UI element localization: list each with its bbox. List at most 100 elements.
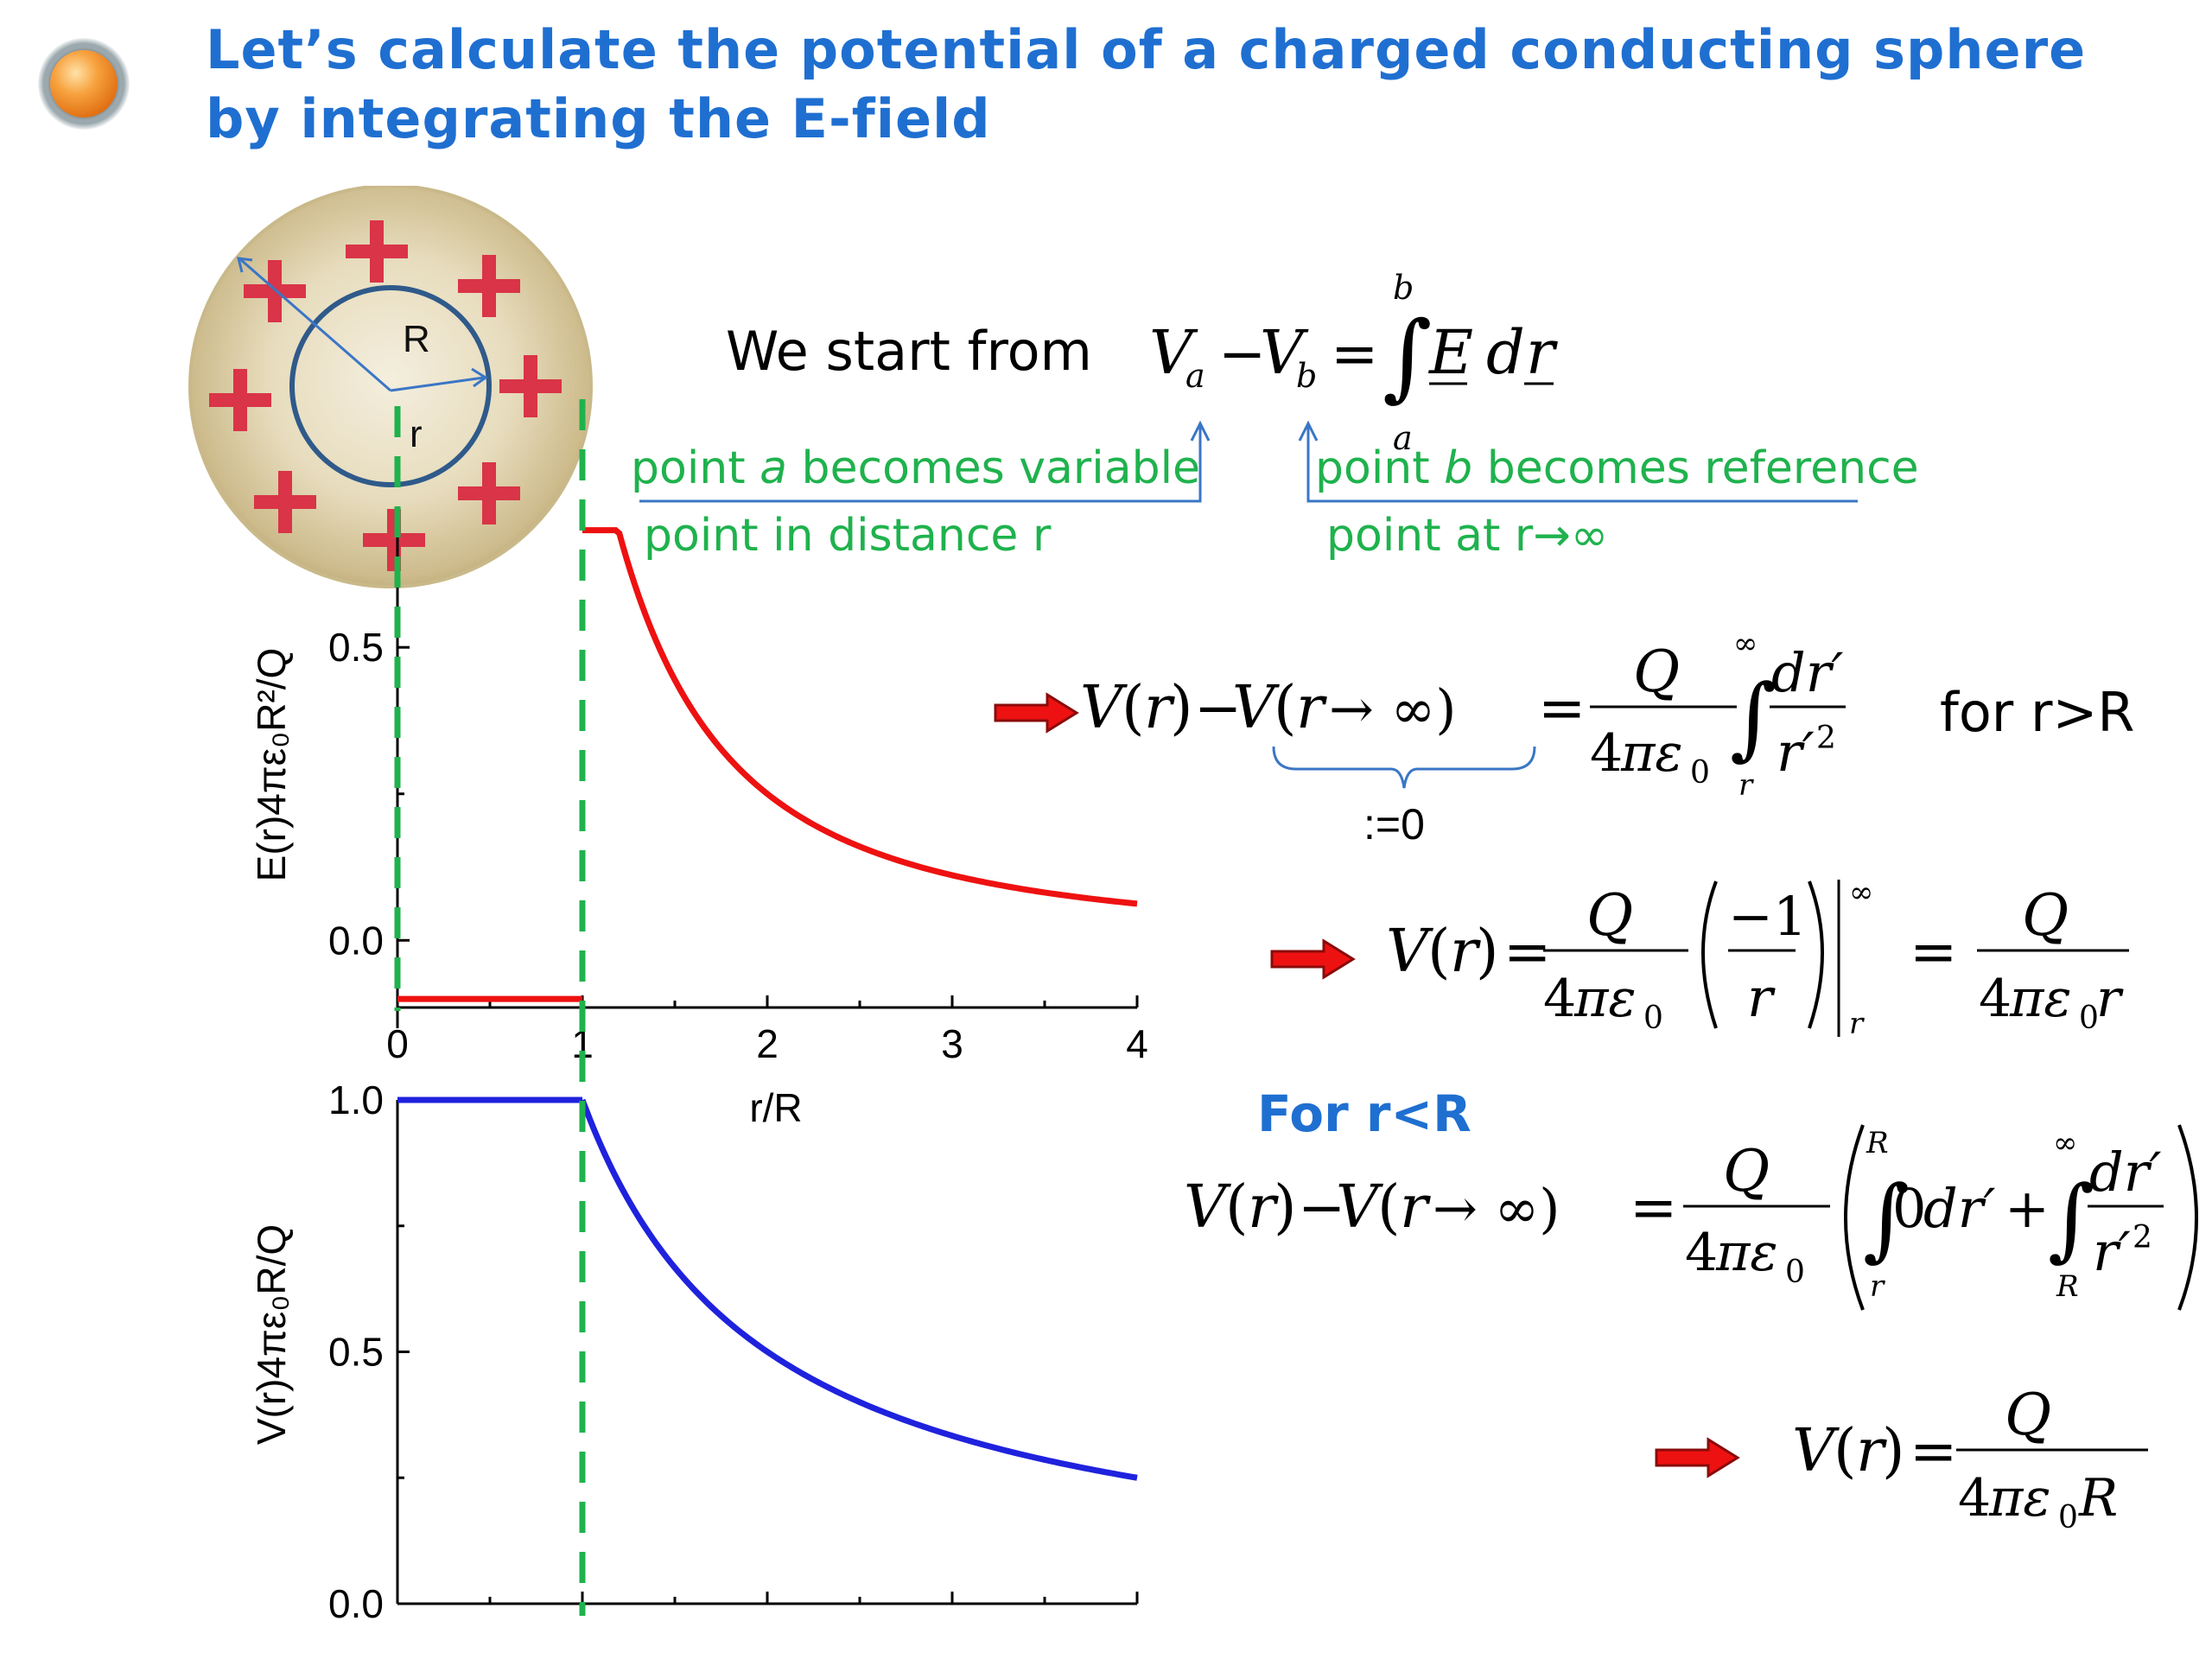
svg-text:Q: Q [1633, 639, 1680, 705]
svg-text:=: = [1538, 675, 1586, 741]
svg-text:r: r [1526, 317, 1558, 388]
svg-text:r: r [1747, 966, 1776, 1029]
svg-text:(: ( [1274, 674, 1297, 742]
equation-outside-result: V ( r ) = Q 4 πε 0 −1 r ∞ r = Q 4 πε 0 r [1386, 875, 2129, 1041]
svg-text:R: R [2056, 1269, 2079, 1304]
svg-text:V: V [1232, 674, 1280, 742]
y-tick-label: 1.0 [328, 1077, 384, 1122]
implies-arrow-icon [1270, 938, 1356, 980]
svg-text:(: ( [1427, 918, 1451, 986]
underbrace [1272, 746, 1536, 789]
plus-charge-icon [458, 255, 520, 317]
annotation-point-b-line2: point at r→∞ [1326, 510, 1609, 562]
start-equation: V a − V b = ∫ b a E d r [1149, 269, 1558, 457]
svg-text:Q: Q [2022, 882, 2069, 949]
underbrace-label: :=0 [1363, 800, 1425, 849]
y-tick-label: 0.0 [328, 918, 384, 963]
svg-text:4: 4 [1979, 969, 2012, 1029]
svg-text:2: 2 [2133, 1220, 2152, 1255]
svg-text:Q: Q [2005, 1382, 2051, 1448]
svg-text:): ) [1170, 674, 1193, 742]
annotation-point-a: point a becomes variable [631, 442, 1201, 494]
for-r-less-R-heading: For r<R [1257, 1084, 1471, 1143]
svg-text:r: r [1849, 1007, 1865, 1041]
svg-text:∞: ∞ [1733, 626, 1758, 661]
plus-charge-icon [209, 369, 271, 431]
equation-outside-integral: V ( r ) − V ( r → ∞) = Q 4 πε 0 ∫ ∞ r dr… [1080, 626, 1846, 803]
plus-charge-icon [254, 471, 316, 533]
svg-text:−: − [1298, 1174, 1345, 1241]
svg-text:(: ( [1834, 1417, 1857, 1485]
svg-text:a: a [1185, 357, 1205, 395]
svg-text:πε: πε [1573, 969, 1637, 1029]
orange-ball-icon [50, 50, 118, 118]
x-tick-label: 2 [756, 1021, 779, 1066]
svg-text:πε: πε [1715, 1223, 1778, 1283]
svg-text:r: r [1248, 1173, 1279, 1242]
y-axis-label: E(r)4πε₀R²/Q [249, 648, 294, 882]
svg-text:πε: πε [1988, 1468, 2051, 1529]
svg-text:πε: πε [1620, 723, 1683, 784]
svg-text:=: = [1331, 321, 1378, 387]
svg-text:πε: πε [2009, 969, 2072, 1029]
svg-text:∫: ∫ [1382, 301, 1432, 411]
svg-text:r′: r′ [1777, 721, 1815, 784]
svg-text:∞: ∞ [1849, 875, 1873, 910]
svg-text:V: V [1260, 317, 1309, 388]
svg-text:(: ( [1122, 674, 1145, 742]
svg-text:V: V [1792, 1417, 1840, 1485]
svg-text:d: d [1486, 317, 1525, 388]
svg-text:=: = [1630, 1174, 1677, 1241]
svg-text:(: ( [1377, 1173, 1401, 1242]
implies-arrow-icon [994, 692, 1079, 734]
svg-text:=: = [1910, 1418, 1957, 1484]
equation-inside-integral: V ( r ) − V ( r → ∞) = Q 4 πε 0 ∫ R r 0 … [1184, 1124, 2198, 1311]
svg-text:E: E [1427, 317, 1473, 388]
svg-text:→ ∞): → ∞) [1329, 677, 1457, 741]
svg-text:4: 4 [1590, 723, 1623, 784]
svg-text:V: V [1184, 1173, 1231, 1242]
svg-text:V: V [1386, 918, 1433, 986]
potential-chart: 0.0 0.5 1.0 V(r)4πε₀R/Q [249, 1077, 1139, 1626]
charged-sphere-illustration: R r [188, 186, 593, 588]
svg-text:0: 0 [1690, 755, 1710, 791]
svg-text:4: 4 [1543, 969, 1576, 1029]
plus-charge-icon [458, 462, 520, 524]
boundary-dashed-lines [394, 399, 586, 1616]
x-axis-label: r/R [749, 1085, 802, 1130]
svg-text:): ) [1476, 918, 1499, 986]
svg-text:r: r [2096, 969, 2124, 1029]
y-tick-label: 0.5 [328, 1330, 384, 1375]
svg-text:0: 0 [2058, 1500, 2078, 1535]
svg-text:0: 0 [2079, 1001, 2099, 1036]
implies-arrow-icon [1655, 1437, 1740, 1478]
svg-text:dr′: dr′ [1771, 641, 1843, 704]
annotation-point-b: point b becomes reference [1315, 442, 1919, 494]
svg-text:2: 2 [1816, 721, 1836, 756]
svg-text:−: − [1218, 321, 1266, 387]
plus-charge-icon [346, 220, 408, 283]
svg-text:Q: Q [1723, 1138, 1770, 1205]
svg-text:r′: r′ [2093, 1220, 2131, 1283]
svg-text:r: r [1856, 1417, 1887, 1485]
efield-chart: 0.00.50 1 2 3 4r/RE(r)4πε₀R²/Q [249, 518, 1148, 1130]
equation-inside-result: V ( r ) = Q 4 πε 0 R [1792, 1382, 2148, 1535]
svg-text:): ) [1882, 1417, 1905, 1485]
svg-text:r: r [1450, 918, 1481, 986]
svg-text:∫: ∫ [1730, 664, 1777, 770]
svg-text:dr′: dr′ [2089, 1141, 2161, 1204]
label-R: R [403, 318, 430, 360]
x-tick-label: 3 [941, 1021, 963, 1066]
svg-text:V: V [1149, 317, 1198, 388]
start-text: We start from [726, 320, 1092, 383]
x-tick-label: 4 [1126, 1021, 1148, 1066]
y-tick-label: 0.5 [328, 625, 384, 670]
svg-text:r: r [1296, 674, 1327, 742]
svg-text:=: = [1910, 918, 1957, 985]
svg-text:→ ∞): → ∞) [1433, 1177, 1560, 1240]
y-axis-label: V(r)4πε₀R/Q [249, 1224, 294, 1445]
svg-text:Q: Q [1586, 882, 1633, 949]
radius-arrows [237, 257, 488, 392]
title-line-2: by integrating the E-field [206, 87, 991, 150]
